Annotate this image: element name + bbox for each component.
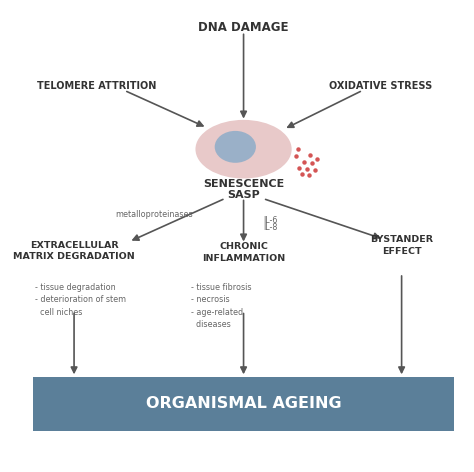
Text: - tissue degradation
- deterioration of stem
  cell niches: - tissue degradation - deterioration of … xyxy=(35,283,126,317)
Text: OXIDATIVE STRESS: OXIDATIVE STRESS xyxy=(329,81,433,91)
Ellipse shape xyxy=(215,131,256,163)
Text: SENESCENCE: SENESCENCE xyxy=(203,179,284,189)
Ellipse shape xyxy=(195,120,292,178)
Text: BYSTANDER
EFFECT: BYSTANDER EFFECT xyxy=(370,235,433,256)
Text: ORGANISMAL AGEING: ORGANISMAL AGEING xyxy=(146,396,341,411)
Text: EXTRACELLULAR
MATRIX DEGRADATION: EXTRACELLULAR MATRIX DEGRADATION xyxy=(13,241,135,261)
Text: TELOMERE ATTRITION: TELOMERE ATTRITION xyxy=(37,81,156,91)
Text: IL-8: IL-8 xyxy=(263,223,277,232)
Text: IL-6: IL-6 xyxy=(263,216,277,225)
FancyBboxPatch shape xyxy=(33,377,454,431)
Text: SASP: SASP xyxy=(227,190,260,200)
Text: - tissue fibrosis
- necrosis
- age-related
  diseases: - tissue fibrosis - necrosis - age-relat… xyxy=(191,283,251,329)
Text: CHRONIC
INFLAMMATION: CHRONIC INFLAMMATION xyxy=(202,242,285,263)
Text: DNA DAMAGE: DNA DAMAGE xyxy=(198,21,289,34)
Text: metalloproteinases: metalloproteinases xyxy=(115,210,193,219)
